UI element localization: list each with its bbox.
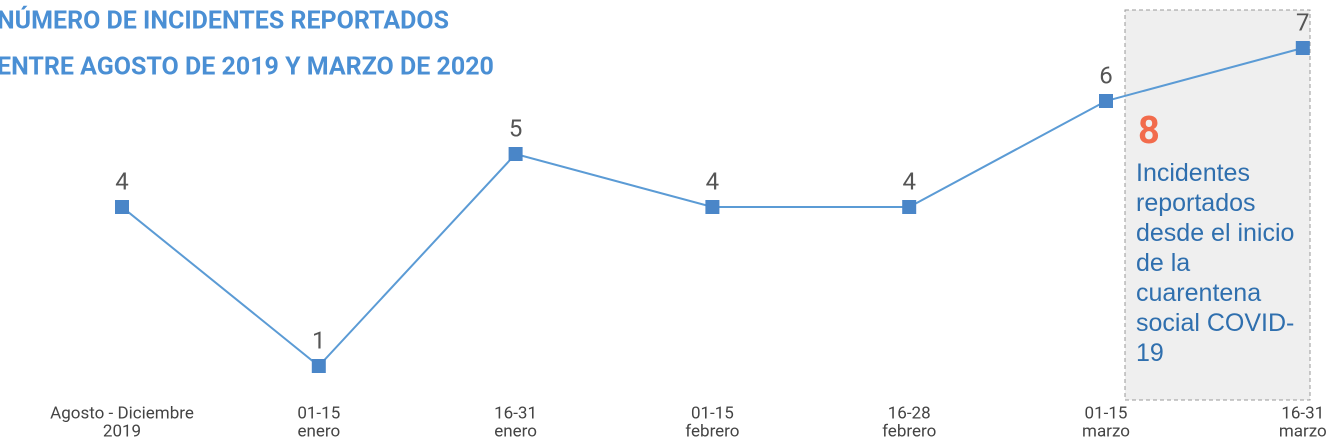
x-tick-label: enero xyxy=(297,421,340,441)
data-label: 4 xyxy=(115,167,129,195)
marker xyxy=(508,147,523,161)
annotation-text: Incidentes reportados desde el inicio de… xyxy=(1136,159,1295,367)
x-tick-label: 01-15 xyxy=(297,403,340,423)
x-tick-label: febrero xyxy=(882,421,936,441)
marker xyxy=(705,200,720,214)
data-label: 7 xyxy=(1296,8,1310,36)
marker xyxy=(311,359,326,373)
data-label: 1 xyxy=(312,326,326,354)
x-tick-label: marzo xyxy=(1082,421,1130,441)
marker xyxy=(115,200,129,214)
annotation-box: Incidentes reportados desde el inicio de… xyxy=(1136,159,1295,367)
x-tick-label: 16-31 xyxy=(494,403,537,423)
x-tick-label: Agosto - Diciembre xyxy=(50,403,194,423)
marker xyxy=(1099,94,1113,108)
x-tick-label: 16-28 xyxy=(888,403,931,423)
x-tick-label: marzo xyxy=(1279,421,1327,441)
data-label: 4 xyxy=(706,167,720,195)
data-label: 4 xyxy=(902,167,916,195)
x-tick-label: 01-15 xyxy=(1085,403,1128,423)
x-tick-label: 2019 xyxy=(103,421,141,441)
x-tick-label: 01-15 xyxy=(691,403,734,423)
highlight-box xyxy=(1124,9,1311,401)
x-tick-label: enero xyxy=(494,421,537,441)
chart-title: NÚMERO DE INCIDENTES REPORTADOS xyxy=(0,5,449,36)
data-label: 5 xyxy=(509,114,523,142)
chart-title: ENTRE AGOSTO DE 2019 Y MARZO DE 2020 xyxy=(0,53,494,82)
marker xyxy=(902,200,917,214)
x-tick-label: febrero xyxy=(685,421,739,441)
x-tick-label: 16-31 xyxy=(1281,403,1324,423)
data-label: 6 xyxy=(1099,61,1113,89)
annotation-value: 8 xyxy=(1138,109,1160,153)
marker xyxy=(1295,41,1310,55)
